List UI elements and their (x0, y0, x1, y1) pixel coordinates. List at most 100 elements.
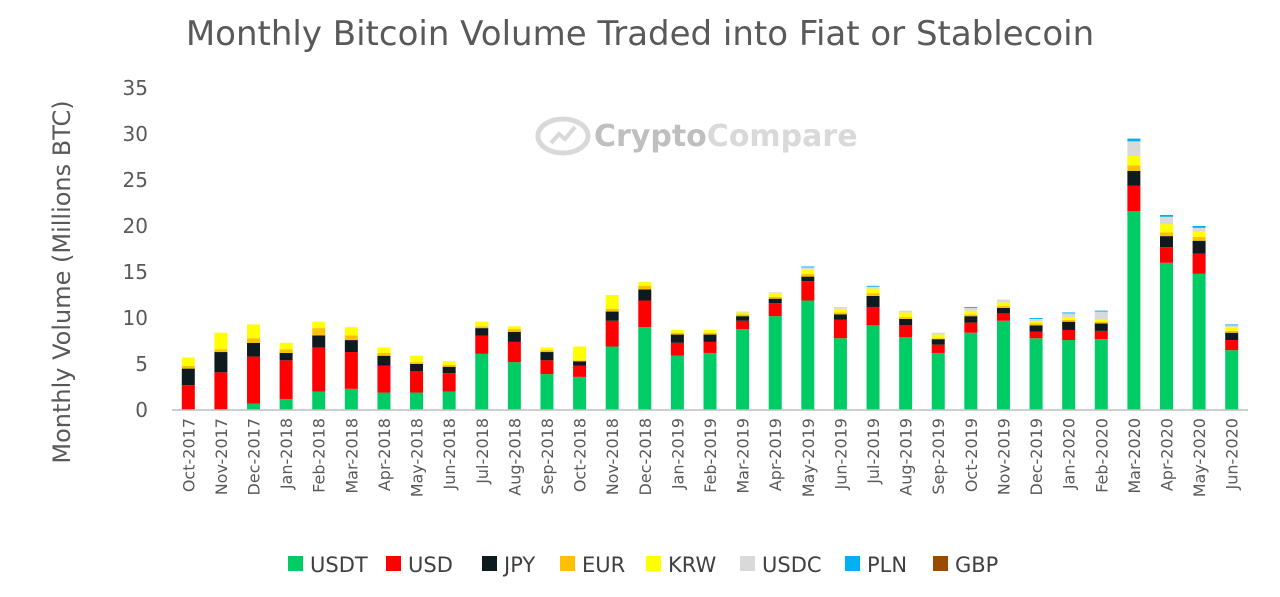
y-axis-label: Monthly Volume (Millions BTC) (48, 100, 76, 463)
bar-segment-usdt (442, 391, 456, 410)
bar-segment-jpy (1159, 236, 1173, 248)
bar-segment-jpy (377, 355, 391, 366)
bar-segment-usdt (638, 327, 652, 410)
legend-item: USD (386, 553, 453, 577)
bar-segment-krw (736, 312, 750, 315)
bar-segment-usdt (377, 392, 391, 410)
bar-segment-krw (344, 327, 358, 336)
x-tick-label: Jul-2019 (864, 418, 883, 485)
bar-segment-usdt (279, 398, 293, 410)
bar-segment-eur (507, 329, 521, 332)
bar-stack (670, 329, 684, 410)
bar-segment-pln (1029, 318, 1043, 319)
bar-stack (540, 347, 554, 410)
bar-stack (1159, 214, 1173, 410)
x-tick-label: Jun-2019 (831, 418, 850, 491)
bar-segment-eur (1159, 232, 1173, 237)
bar-stack (344, 327, 358, 410)
bar-segment-eur (833, 312, 847, 315)
bar-segment-eur (1192, 237, 1206, 241)
bar-stack (1225, 324, 1239, 410)
bar-segment-usdt (801, 300, 815, 410)
bar-segment-jpy (638, 289, 652, 301)
legend-label: USDT (310, 553, 368, 577)
bar-segment-usdt (507, 362, 521, 410)
bar-segment-pln (1225, 324, 1239, 326)
x-tick-label: Mar-2020 (1125, 418, 1144, 494)
bar-stack (996, 299, 1010, 410)
bar-segment-krw (573, 346, 587, 361)
bar-segment-usd (1192, 253, 1206, 274)
bar-segment-usdt (703, 352, 717, 410)
y-tick-label: 5 (135, 352, 148, 376)
bar-segment-usd (768, 303, 782, 317)
bar-segment-jpy (833, 314, 847, 320)
bar-segment-krw (1127, 156, 1141, 166)
x-tick-label: Sep-2018 (538, 418, 557, 495)
bar-segment-krw (1159, 224, 1173, 233)
bar-segment-eur (410, 362, 424, 364)
bar-segment-krw (605, 295, 619, 309)
x-tick-label: Feb-2018 (310, 418, 329, 493)
bar-segment-jpy (344, 340, 358, 353)
x-tick-label: Aug-2018 (505, 418, 524, 496)
bar-segment-usdc (801, 267, 815, 270)
bar-segment-usdc (964, 307, 978, 311)
x-tick-label: Jun-2020 (1223, 418, 1242, 491)
bar-segment-jpy (1127, 170, 1141, 186)
x-tick-label: Feb-2019 (701, 418, 720, 493)
bar-segment-eur (768, 296, 782, 299)
x-tick-label: Dec-2017 (245, 418, 264, 495)
bar-segment-usd (931, 344, 945, 353)
bar-segment-usd (736, 320, 750, 330)
bar-stack (279, 342, 293, 410)
bar-segment-usd (540, 360, 554, 375)
bar-segment-krw (638, 282, 652, 286)
bar-segment-jpy (475, 328, 489, 336)
bar-segment-usdt (964, 332, 978, 410)
watermark: CryptoCompare (535, 116, 858, 156)
bar-segment-usd (573, 365, 587, 377)
bar-segment-eur (573, 360, 587, 362)
bar-segment-usdc (866, 286, 880, 289)
bar-segment-usdt (768, 316, 782, 410)
bar-segment-jpy (964, 316, 978, 323)
bar-stack (866, 285, 880, 410)
y-axis: 0 5 10 15 20 25 30 35 (123, 76, 148, 422)
chart-title: Monthly Bitcoin Volume Traded into Fiat … (186, 14, 1094, 54)
bar-segment-usdt (540, 374, 554, 410)
bar-segment-jpy (247, 342, 261, 357)
bar-segment-pln (866, 285, 880, 287)
x-tick-label: Mar-2019 (734, 418, 753, 494)
legend-item: USDC (740, 553, 822, 577)
bar-segment-usd (442, 373, 456, 392)
legend-swatch (386, 556, 401, 571)
bar-stack (703, 329, 717, 410)
bar-segment-pln (1127, 138, 1141, 142)
bar-segment-krw (1062, 317, 1076, 320)
x-tick-label: Aug-2019 (897, 418, 916, 496)
legend-swatch (288, 556, 303, 571)
bar-segment-usdt (996, 320, 1010, 410)
bar-segment-krw (1094, 319, 1108, 322)
bar-segment-usd (1062, 329, 1076, 341)
x-tick-label: Feb-2020 (1092, 418, 1111, 493)
bar-stack (1094, 310, 1108, 410)
bar-segment-usdt (1029, 338, 1043, 410)
bar-segment-krw (768, 293, 782, 297)
bar-segment-jpy (1029, 325, 1043, 332)
bar-stack (931, 332, 945, 410)
bar-stack (801, 266, 815, 410)
bar-segment-usdc (1094, 311, 1108, 320)
x-tick-label: Nov-2019 (994, 418, 1013, 495)
bar-segment-krw (670, 329, 684, 333)
x-tick-label: Jan-2018 (277, 418, 296, 490)
bar-segment-krw (247, 324, 261, 339)
bar-segment-eur (899, 317, 913, 319)
bar-segment-jpy (899, 318, 913, 326)
legend-label: PLN (867, 553, 907, 577)
bar-segment-krw (540, 347, 554, 351)
y-tick-label: 15 (123, 260, 148, 284)
bar-segment-jpy (703, 334, 717, 342)
